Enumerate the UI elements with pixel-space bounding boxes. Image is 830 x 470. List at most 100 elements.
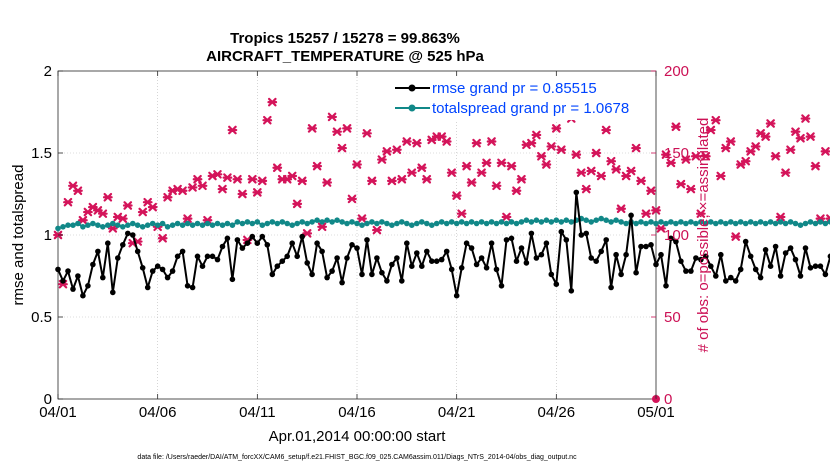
rmse-point <box>179 248 186 255</box>
spread-point <box>234 219 241 225</box>
rmse-point <box>224 235 231 242</box>
obs-point <box>591 148 602 158</box>
obs-point <box>327 112 337 122</box>
obs-point <box>461 161 472 171</box>
spread-point <box>194 220 201 227</box>
obs-point <box>267 97 278 107</box>
spread-point <box>100 224 106 230</box>
rmse-point <box>508 235 515 242</box>
rmse-point <box>443 248 450 255</box>
rmse-point <box>613 251 619 258</box>
obs-point <box>367 176 377 186</box>
rmse-point <box>732 278 739 284</box>
rmse-point <box>468 245 475 251</box>
obs-point <box>606 156 617 166</box>
y-right-tick-label: 100 <box>664 227 689 244</box>
spread-point <box>772 220 779 227</box>
obs-point <box>671 122 681 132</box>
rmse-point <box>339 279 345 286</box>
spread-point <box>324 217 330 223</box>
rmse-point <box>379 269 385 276</box>
rmse-point <box>598 248 604 255</box>
rmse-point <box>698 256 704 263</box>
obs-point <box>646 186 656 196</box>
spread-point <box>359 222 365 228</box>
rmse-point <box>115 255 121 261</box>
spread-point <box>533 217 540 223</box>
spread-point <box>827 219 830 225</box>
obs-point <box>222 173 233 182</box>
rmse-point <box>80 292 86 299</box>
spread-point <box>369 219 375 225</box>
chart-title-line2: AIRCRAFT_TEMPERATURE @ 525 hPa <box>206 48 484 65</box>
rmse-point <box>254 240 261 246</box>
spread-point <box>488 219 495 225</box>
obs-point <box>122 201 133 210</box>
spread-point <box>732 220 739 227</box>
rmse-point <box>55 266 61 273</box>
rmse-point <box>334 255 340 261</box>
rmse-point <box>214 256 221 263</box>
obs-point <box>616 204 627 214</box>
spread-point <box>149 220 156 227</box>
obs-point <box>750 142 761 151</box>
obs-point <box>720 143 731 153</box>
rmse-point <box>399 278 405 284</box>
obs-point <box>705 125 716 135</box>
obs-point <box>501 212 512 222</box>
obs-point <box>372 225 382 235</box>
obs-point <box>795 133 806 143</box>
spread-point <box>673 220 679 227</box>
rmse-point <box>573 189 580 196</box>
y-right-tick-label: 150 <box>664 145 689 162</box>
spread-point <box>214 220 221 227</box>
obs-point <box>302 229 313 238</box>
rmse-point <box>154 263 161 270</box>
rmse-point <box>424 248 430 255</box>
rmse-point <box>149 268 156 274</box>
spread-point <box>399 219 405 225</box>
rmse-point <box>668 235 674 242</box>
spread-point <box>603 217 609 223</box>
rmse-point <box>827 253 830 260</box>
spread-point <box>762 220 769 227</box>
obs-point <box>730 232 741 241</box>
spread-point <box>583 217 589 223</box>
obs-series <box>53 97 830 403</box>
rmse-point <box>304 260 311 266</box>
spread-point <box>802 220 809 227</box>
rmse-point <box>204 253 211 260</box>
rmse-point <box>723 278 729 284</box>
rmse-point <box>70 286 76 292</box>
obs-point <box>740 156 751 166</box>
spread-point <box>179 222 186 228</box>
obs-point <box>760 132 771 141</box>
rmse-point <box>533 255 540 261</box>
spread-point <box>244 219 251 225</box>
spread-point <box>653 220 659 227</box>
spread-point <box>409 222 415 228</box>
spread-point <box>254 219 261 225</box>
obs-point <box>347 194 357 204</box>
obs-point <box>805 132 816 141</box>
obs-point <box>685 184 696 194</box>
x-tick-label: 04/06 <box>139 404 177 421</box>
spread-point <box>563 217 570 223</box>
obs-point <box>237 189 248 199</box>
rmse-point <box>653 261 659 268</box>
obs-point <box>391 145 402 155</box>
spread-point <box>503 220 510 227</box>
rmse-point <box>120 242 126 248</box>
spread-point <box>219 222 226 228</box>
obs-point <box>63 197 73 207</box>
rmse-point <box>314 240 320 246</box>
obs-point <box>770 151 781 161</box>
spread-point <box>130 220 136 227</box>
rmse-point <box>125 230 131 237</box>
rmse-point <box>648 242 654 248</box>
rmse-point <box>737 266 744 273</box>
spread-point <box>424 220 430 227</box>
rmse-point <box>802 245 809 251</box>
rmse-point <box>663 283 669 289</box>
rmse-point <box>414 250 420 256</box>
